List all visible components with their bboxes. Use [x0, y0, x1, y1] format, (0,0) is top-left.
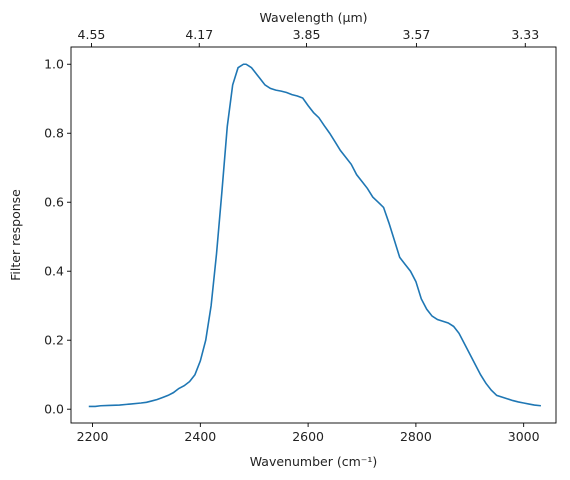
y-tick-label: 0.0	[44, 402, 64, 417]
bottom-axis-ticks: 2200 2400 2600 2800 3000	[77, 423, 540, 444]
top-x-axis-label: Wavelength (μm)	[259, 10, 367, 25]
x-tick-label: 2600	[292, 429, 324, 444]
top-axis-ticks: 4.55 4.17 3.85 3.57 3.33	[78, 27, 539, 47]
top-tick-label: 3.57	[403, 27, 431, 42]
y-axis-label: Filter response	[8, 189, 23, 281]
y-tick-label: 0.2	[44, 333, 64, 348]
y-tick-label: 0.4	[44, 264, 64, 279]
y-tick-label: 0.8	[44, 126, 64, 141]
x-tick-label: 2400	[184, 429, 216, 444]
y-tick-label: 1.0	[44, 57, 64, 72]
top-tick-label: 3.33	[511, 27, 539, 42]
x-tick-label: 2800	[400, 429, 432, 444]
x-tick-label: 2200	[77, 429, 109, 444]
top-tick-label: 3.85	[293, 27, 321, 42]
top-tick-label: 4.17	[185, 27, 213, 42]
filter-response-line	[88, 63, 541, 408]
x-tick-label: 3000	[508, 429, 540, 444]
y-tick-label: 0.6	[44, 195, 64, 210]
left-axis-ticks: 0.0 0.2 0.4 0.6 0.8 1.0	[44, 57, 71, 417]
plot-frame	[70, 46, 557, 424]
x-axis-label: Wavenumber (cm⁻¹)	[250, 454, 377, 469]
top-tick-label: 4.55	[78, 27, 106, 42]
